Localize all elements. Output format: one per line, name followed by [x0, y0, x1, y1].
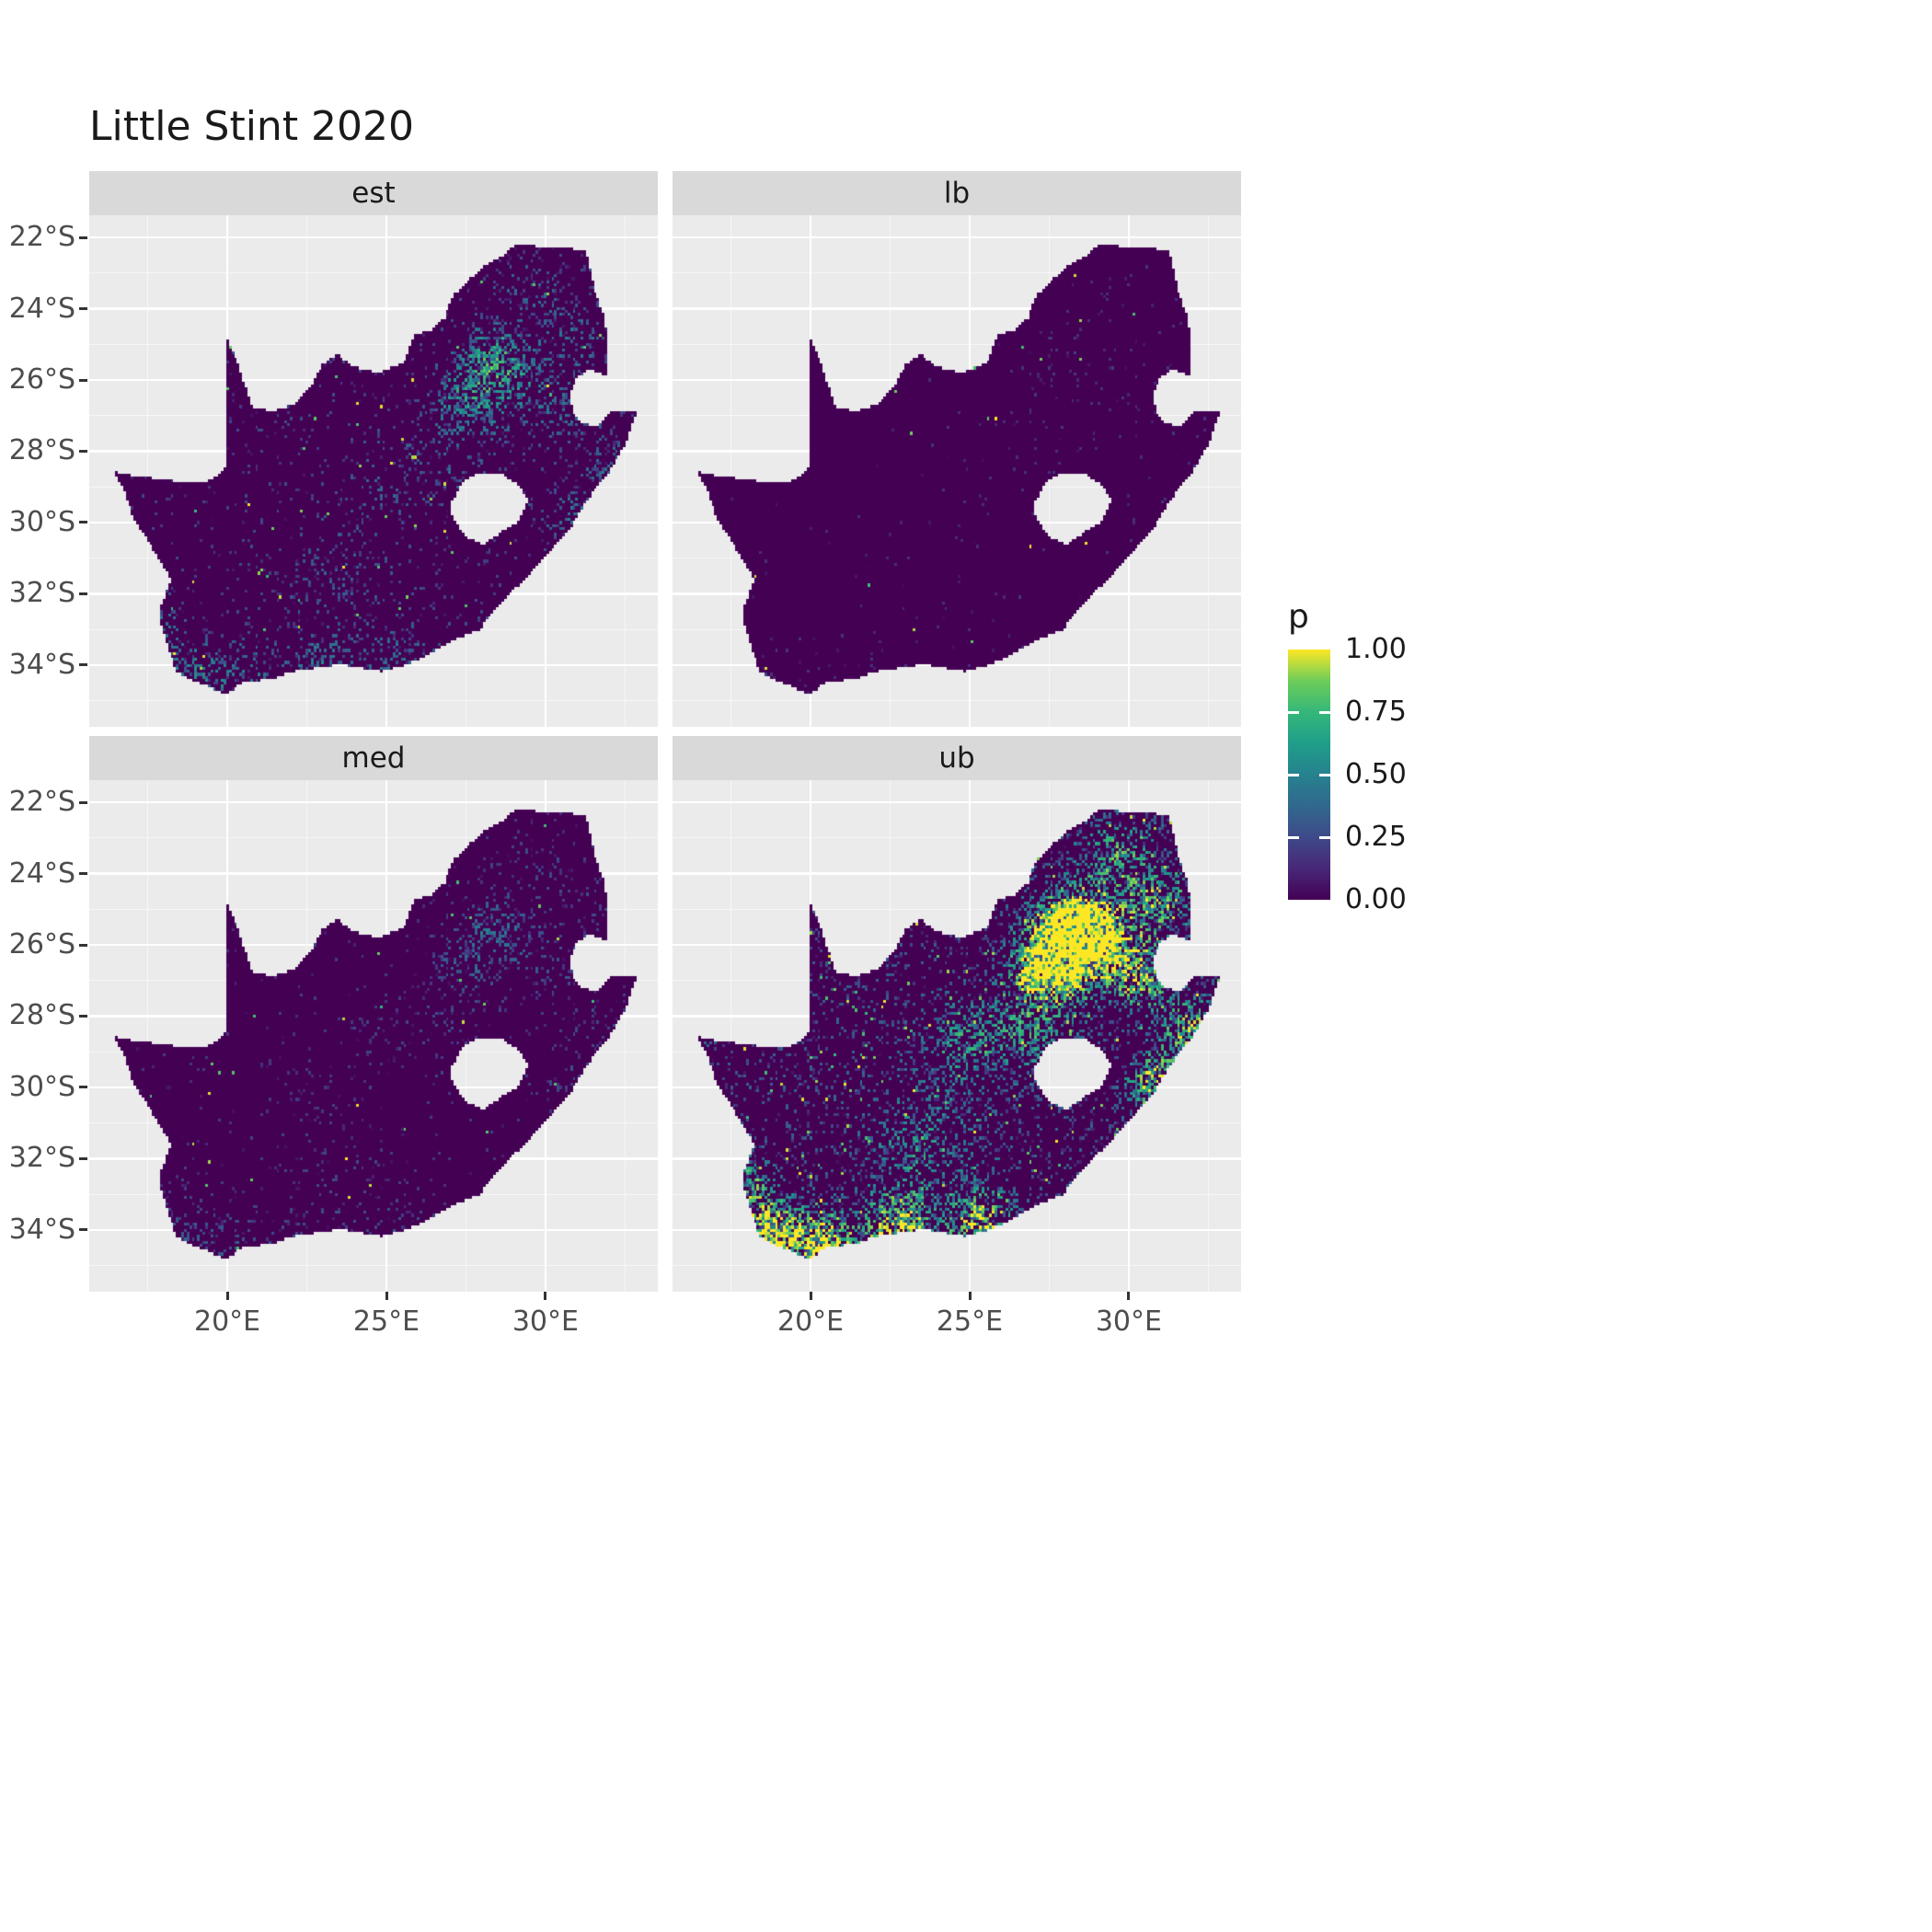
y-tick-mark — [79, 1086, 87, 1089]
x-tick-mark — [385, 1292, 388, 1300]
x-tick-label: 25°E — [936, 1305, 1004, 1338]
y-tick-label: 28°S — [8, 434, 75, 467]
legend-tick-mark — [1288, 710, 1299, 714]
facet-panel-med — [89, 780, 658, 1292]
y-tick-label: 32°S — [8, 1142, 75, 1175]
x-tick-mark — [544, 1292, 547, 1300]
legend-tick-label: 0.75 — [1345, 696, 1407, 728]
y-tick-mark — [79, 1014, 87, 1018]
legend-tick-mark — [1288, 773, 1299, 776]
x-tick-mark — [968, 1292, 972, 1300]
y-tick-label: 24°S — [8, 292, 75, 325]
legend-tick-mark — [1319, 835, 1330, 839]
map-canvas-med — [89, 780, 658, 1292]
facet-panel-lb — [673, 215, 1241, 727]
map-canvas-est — [89, 215, 658, 727]
y-tick-mark — [79, 943, 87, 947]
x-tick-label: 30°E — [512, 1305, 579, 1338]
facet-strip-label: ub — [938, 742, 975, 775]
map-canvas-lb — [673, 215, 1241, 727]
facet-strip-ub: ub — [673, 736, 1241, 780]
y-tick-mark — [79, 663, 87, 667]
y-tick-label: 22°S — [8, 786, 75, 819]
facet-strip-label: med — [341, 742, 406, 775]
legend-tick-mark — [1319, 710, 1330, 714]
y-tick-label: 34°S — [8, 1213, 75, 1246]
y-tick-label: 32°S — [8, 577, 75, 610]
x-tick-mark — [1127, 1292, 1131, 1300]
facet-panel-ub — [673, 780, 1241, 1292]
y-tick-mark — [79, 307, 87, 310]
y-tick-mark — [79, 1156, 87, 1160]
facet-panel-est — [89, 215, 658, 727]
legend-tick-label: 1.00 — [1345, 633, 1407, 665]
y-tick-label: 26°S — [8, 928, 75, 960]
y-tick-mark — [79, 378, 87, 382]
y-tick-label: 22°S — [8, 221, 75, 254]
y-tick-label: 30°S — [8, 505, 75, 538]
x-tick-mark — [225, 1292, 229, 1300]
y-tick-label: 26°S — [8, 363, 75, 396]
legend-tick-label: 0.50 — [1345, 758, 1407, 790]
facet-strip-est: est — [89, 171, 658, 215]
y-tick-mark — [79, 800, 87, 804]
y-tick-label: 24°S — [8, 857, 75, 890]
facet-lb: lb — [673, 171, 1241, 727]
facet-strip-label: lb — [943, 177, 971, 210]
y-tick-label: 28°S — [8, 999, 75, 1032]
y-tick-mark — [79, 236, 87, 239]
y-tick-mark — [79, 449, 87, 453]
plot-title: Little Stint 2020 — [89, 103, 415, 150]
facet-ub: ub — [673, 736, 1241, 1292]
x-tick-label: 30°E — [1095, 1305, 1162, 1338]
x-tick-label: 20°E — [194, 1305, 261, 1338]
y-tick-mark — [79, 1228, 87, 1232]
legend-tick-label: 0.00 — [1345, 883, 1407, 915]
facet-med: med — [89, 736, 658, 1292]
facet-strip-label: est — [351, 177, 396, 210]
legend: p 1.00 0.75 0.50 0.25 0.00 — [1286, 598, 1489, 929]
y-tick-label: 34°S — [8, 648, 75, 681]
facet-strip-med: med — [89, 736, 658, 780]
legend-tick-mark — [1319, 773, 1330, 776]
y-tick-mark — [79, 521, 87, 524]
legend-tick-mark — [1288, 835, 1299, 839]
facet-est: est — [89, 171, 658, 727]
y-tick-mark — [79, 592, 87, 595]
x-tick-label: 25°E — [352, 1305, 420, 1338]
x-tick-label: 20°E — [777, 1305, 845, 1338]
x-tick-mark — [809, 1292, 812, 1300]
legend-title: p — [1288, 598, 1309, 636]
map-canvas-ub — [673, 780, 1241, 1292]
y-tick-mark — [79, 872, 87, 875]
facet-strip-lb: lb — [673, 171, 1241, 215]
y-tick-label: 30°S — [8, 1070, 75, 1103]
legend-tick-label: 0.25 — [1345, 821, 1407, 853]
